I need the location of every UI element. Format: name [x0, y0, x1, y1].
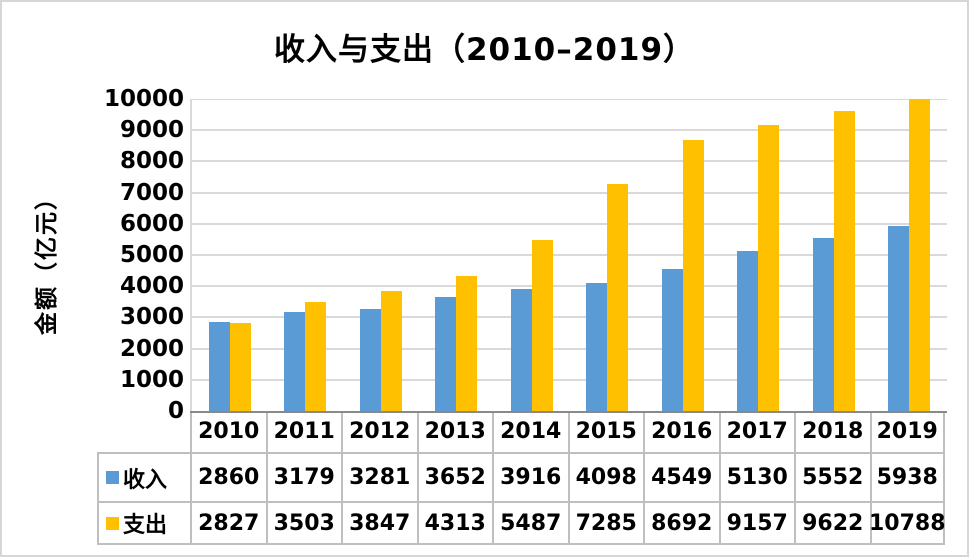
table-value-income-2014: 3916 [492, 452, 568, 501]
gridline [192, 222, 947, 225]
legend-row-header-expense: 支出 [97, 501, 190, 545]
y-axis-tick-label: 10000 [103, 86, 184, 112]
bar-expense-2015 [607, 183, 629, 411]
bar-income-2010 [208, 321, 230, 411]
y-axis-tick-label: 7000 [119, 179, 184, 206]
chart-title: 收入与支出（2010–2019） [273, 32, 696, 68]
series-name-income: 收入 [123, 467, 168, 493]
table-value-expense-2011: 3503 [265, 501, 341, 545]
bar-expense-2010 [229, 322, 251, 411]
legend-swatch-income [106, 471, 119, 484]
table-value-income-2010: 2860 [190, 452, 266, 501]
y-axis-tick-label: 2000 [119, 335, 184, 362]
bar-income-2017 [737, 250, 759, 411]
bar-expense-2016 [682, 139, 704, 411]
gridline [192, 378, 947, 381]
bar-income-2018 [812, 237, 834, 411]
table-value-income-2019: 5938 [869, 452, 945, 501]
x-axis-label: 2010 [190, 411, 266, 452]
bar-expense-2011 [305, 301, 327, 411]
bar-income-2015 [586, 283, 608, 411]
gridline [192, 347, 947, 350]
gridline [192, 129, 947, 132]
bar-expense-2013 [456, 276, 478, 411]
table-value-income-2016: 4549 [643, 452, 719, 501]
table-value-expense-2016: 8692 [643, 501, 719, 545]
table-value-expense-2018: 9622 [794, 501, 870, 545]
x-axis-label: 2016 [643, 411, 719, 452]
data-table: 2010 2011 2012 2013 2014 2015 2016 2017 2018 2019… [97, 411, 946, 545]
table-value-expense-2010: 2827 [190, 501, 266, 545]
x-axis-label: 2019 [869, 411, 945, 452]
x-axis-line [190, 411, 947, 413]
bar-income-2013 [435, 297, 457, 411]
data-table-corner [97, 411, 190, 452]
table-value-income-2012: 3281 [341, 452, 417, 501]
gridline [192, 254, 947, 256]
gridline [192, 316, 947, 319]
legend-row-header-income: 收入 [97, 452, 190, 501]
bar-income-2019 [888, 225, 910, 411]
y-axis-tick-labels: 0 1000 2000 3000 4000 5000 6000 7000 8000 9000 100… [72, 2, 184, 555]
x-axis-label: 2014 [492, 411, 568, 452]
legend-swatch-expense [106, 516, 119, 530]
y-axis-tick-label: 8000 [119, 148, 184, 175]
table-value-expense-2019: 10788 [869, 501, 946, 545]
table-value-income-2011: 3179 [265, 452, 341, 501]
table-value-expense-2012: 3847 [341, 501, 417, 545]
y-axis-tick-label: 9000 [119, 117, 184, 144]
bar-income-2012 [359, 308, 381, 411]
table-value-income-2017: 5130 [718, 452, 794, 501]
table-value-income-2015: 4098 [567, 452, 643, 501]
table-value-expense-2015: 7285 [567, 501, 643, 545]
y-axis-tick-label: 4000 [119, 273, 184, 300]
bar-income-2016 [661, 269, 683, 411]
gridline [192, 191, 947, 194]
x-axis-label: 2018 [794, 411, 870, 452]
y-axis-tick-label: 6000 [119, 210, 184, 237]
bar-income-2011 [284, 311, 306, 411]
table-value-expense-2017: 9157 [718, 501, 794, 545]
y-axis-title: 金额（亿元） [34, 185, 60, 335]
bar-expense-2019 [909, 99, 931, 411]
bar-expense-2014 [531, 239, 553, 411]
series-name-expense: 支出 [123, 513, 168, 538]
table-value-expense-2014: 5487 [492, 501, 568, 545]
gridline [192, 160, 947, 163]
bar-income-2014 [510, 288, 532, 411]
bar-expense-2012 [380, 290, 402, 411]
x-axis-label: 2017 [718, 411, 795, 452]
x-axis-label: 2012 [341, 411, 417, 452]
plot-area [190, 99, 947, 411]
table-value-expense-2013: 4313 [416, 501, 492, 545]
y-axis-tick-label: 1000 [119, 366, 184, 393]
bar-expense-2017 [758, 125, 780, 411]
gridline [192, 99, 947, 100]
table-value-income-2018: 5552 [794, 452, 870, 501]
x-axis-label: 2013 [416, 411, 493, 452]
gridline [192, 285, 947, 288]
y-axis-tick-label: 3000 [119, 304, 184, 331]
x-axis-label: 2015 [567, 411, 644, 452]
y-axis-tick-label: 0 [167, 398, 184, 424]
bar-expense-2018 [833, 110, 855, 411]
y-axis-tick-label: 5000 [119, 242, 184, 268]
table-value-income-2013: 3652 [416, 452, 492, 501]
x-axis-label: 2011 [265, 411, 342, 452]
